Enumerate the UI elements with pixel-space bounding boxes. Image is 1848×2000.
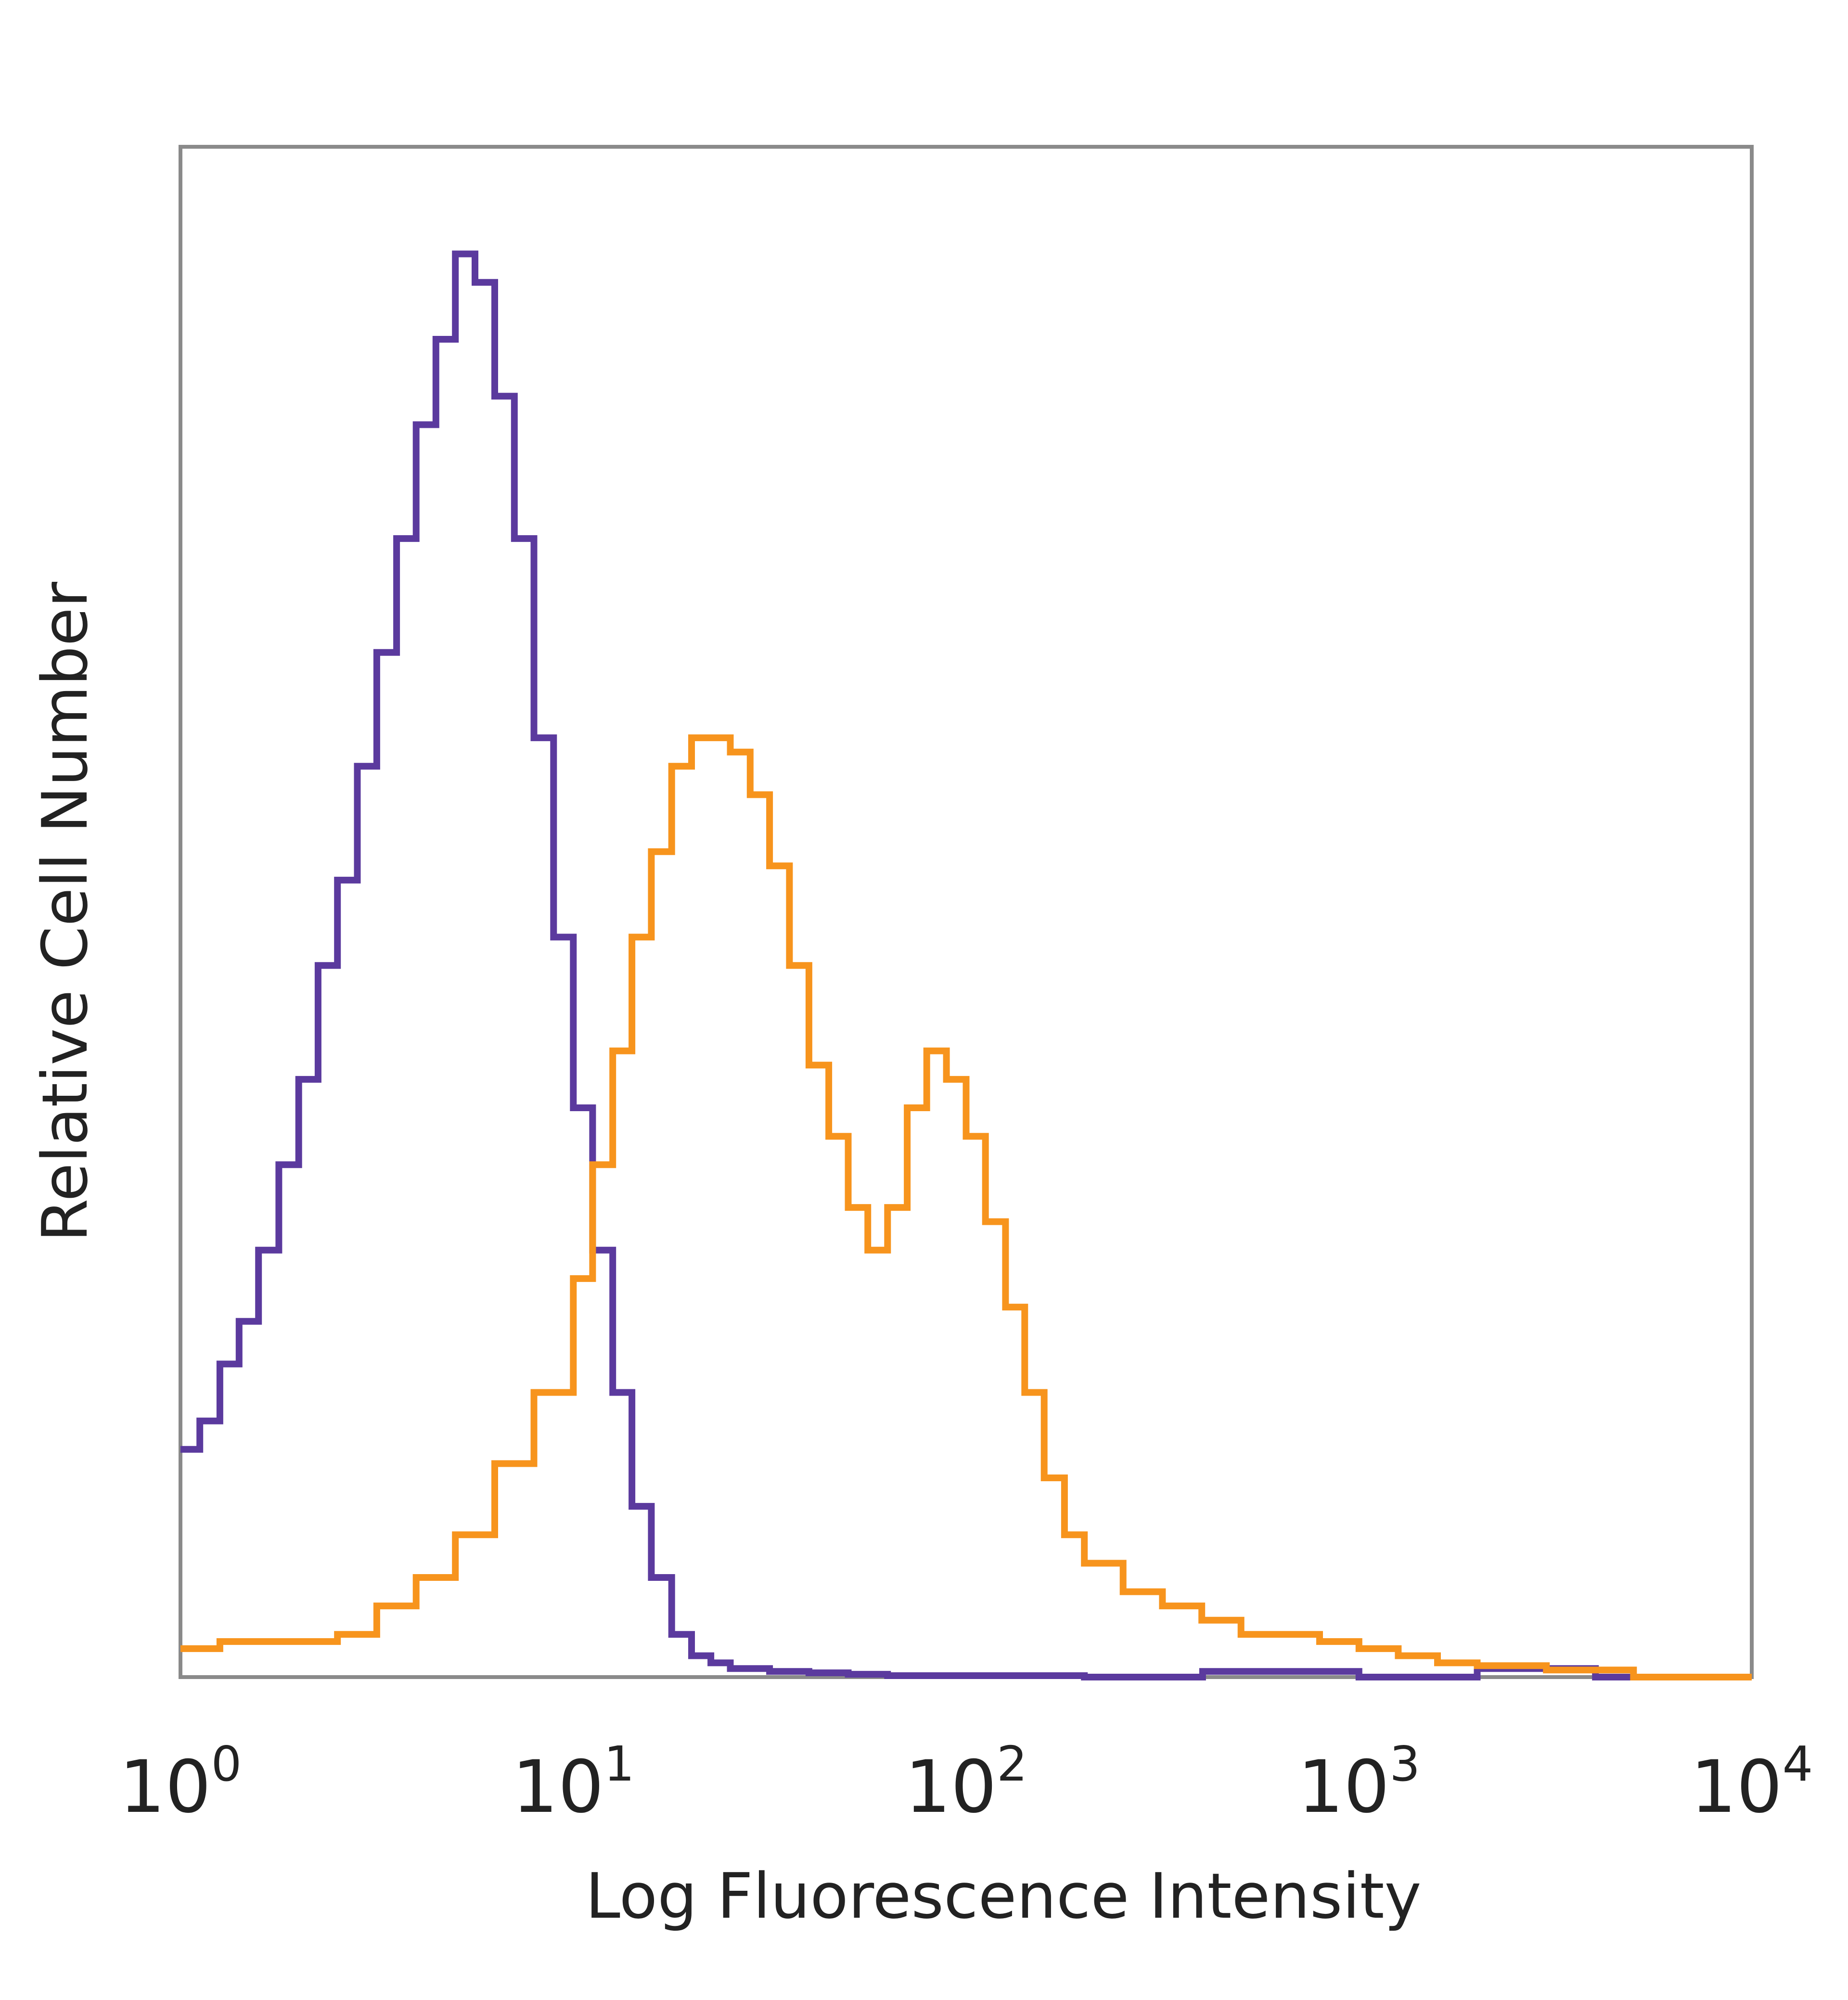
x-tick-label: 103: [1298, 1736, 1421, 1829]
x-tick-base: 10: [512, 1745, 604, 1829]
x-tick-exponent: 2: [997, 1736, 1027, 1792]
histogram-series-1: [180, 250, 1752, 1680]
x-tick-exponent: 3: [1389, 1736, 1420, 1792]
x-tick-base: 10: [1298, 1745, 1390, 1829]
x-tick-base: 10: [119, 1745, 211, 1829]
x-tick-label: 100: [119, 1736, 242, 1829]
y-axis-label: Relative Cell Number: [28, 581, 102, 1242]
x-tick-label: 102: [905, 1736, 1027, 1829]
x-tick-exponent: 4: [1783, 1736, 1813, 1792]
x-tick-label: 101: [512, 1736, 635, 1829]
x-tick-base: 10: [905, 1745, 997, 1829]
x-tick-exponent: 1: [604, 1736, 635, 1792]
x-tick-exponent: 0: [211, 1736, 242, 1792]
series-layer: [180, 250, 1752, 1680]
x-tick-labels: 100 101 102 103 104: [119, 1736, 1813, 1829]
x-tick-base: 10: [1691, 1745, 1783, 1829]
histogram-series-2: [180, 734, 1752, 1680]
plot-area: [179, 145, 1754, 1679]
x-tick-label: 104: [1691, 1736, 1813, 1829]
x-axis-label: Log Fluorescence Intensity: [585, 1859, 1421, 1933]
